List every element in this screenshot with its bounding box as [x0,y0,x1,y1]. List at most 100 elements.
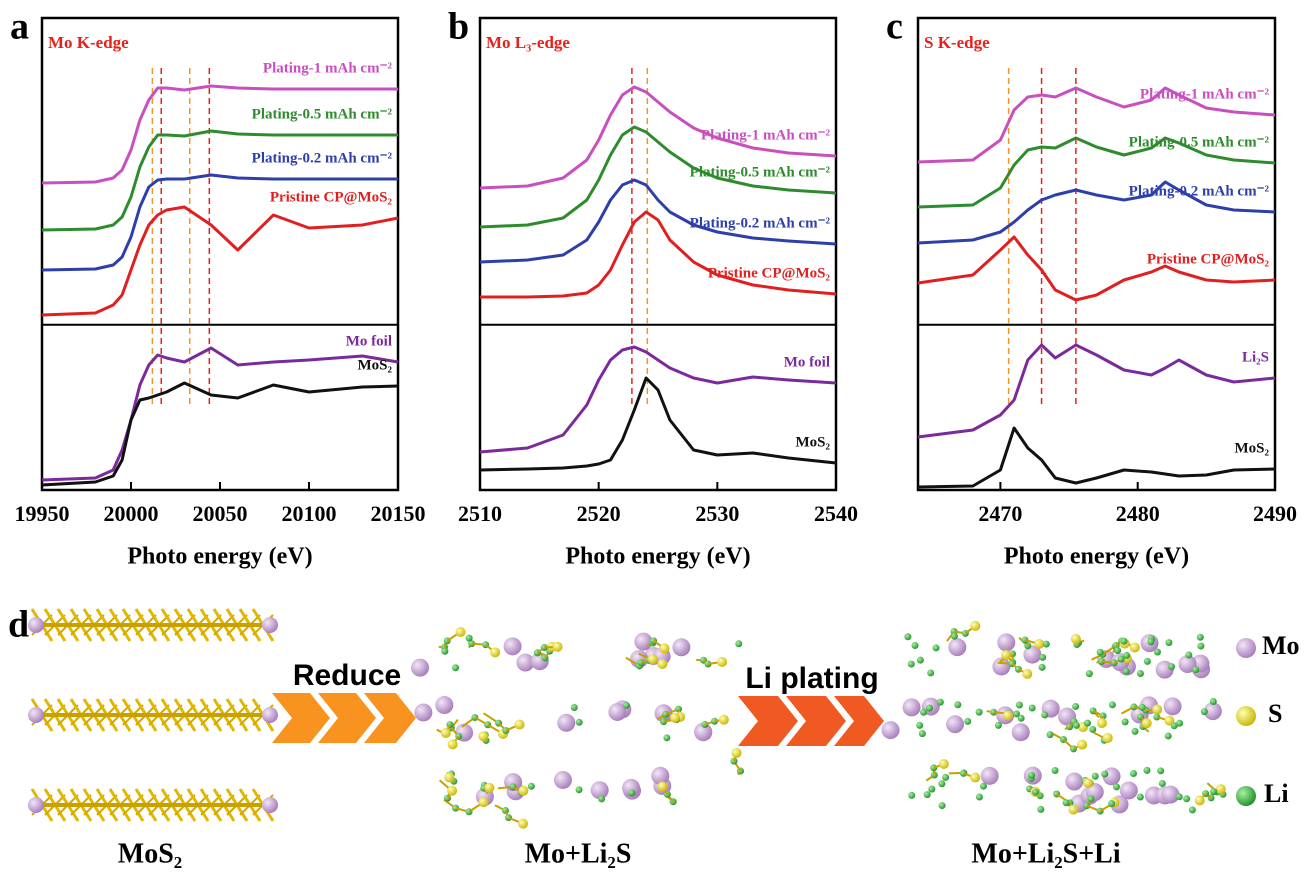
x-axis-label: Photo energy (eV) [565,544,750,570]
atom [1108,701,1116,709]
atom [1011,723,1030,742]
atom [411,658,430,677]
atom [927,669,935,677]
panel-letter: c [886,6,903,48]
panel-title: Mo K-edge [48,33,129,52]
atom [490,647,501,658]
atom [925,704,933,712]
atom [647,654,658,665]
atom [1087,795,1095,803]
series-label: Plating-0.5 mAh cm⁻² [1129,134,1270,150]
atom [1119,781,1138,800]
atom [552,641,563,652]
atom [1091,772,1099,780]
x-axis-label: Photo energy (eV) [1004,544,1189,570]
atom [1203,702,1222,721]
atom [1085,670,1093,678]
atom [1168,663,1176,671]
stage-label: Mo+Li₂S+Li [971,838,1120,869]
atom [1183,795,1191,803]
atom [663,734,671,742]
x-tick-label: 2520 [577,501,621,526]
atom [920,708,928,716]
spectrum-line [41,346,399,482]
panel-title: Mo L₃-edge [486,33,570,52]
atom [440,728,451,739]
atom [1001,649,1012,660]
spectrum-line [480,210,837,299]
atom [1062,799,1070,807]
panel-title: S K-edge [924,33,990,52]
atom [414,703,433,722]
atom [1089,725,1097,733]
atom [718,714,729,725]
series-label: Plating-0.5 mAh cm⁻² [690,164,831,180]
atom [518,818,529,829]
x-tick-label: 2510 [458,501,502,526]
atom [1102,732,1113,743]
atom [628,789,636,797]
atom [916,721,924,729]
atom [1147,638,1155,646]
atom [1051,767,1059,775]
atom [1032,788,1040,796]
step-label: Reduce [293,659,401,692]
atom [1130,770,1138,778]
atom [441,647,449,655]
atom [1015,701,1023,709]
atom [1188,806,1196,814]
atom [672,638,691,657]
atom [1028,704,1036,712]
atom [28,617,44,633]
spectrum-line [917,235,1276,302]
series-label: MoS₂ [358,357,393,373]
atom [979,782,987,790]
atom [1157,767,1165,775]
atom [916,656,924,664]
atom [1096,718,1107,729]
spectrum-line [917,180,1276,245]
atom [622,778,641,797]
x-tick-label: 20000 [104,501,159,526]
atom [1163,697,1182,716]
atom [1028,771,1036,779]
atom [598,795,606,803]
spectrum-line [917,86,1276,164]
atom [622,701,630,709]
atom [907,660,915,668]
atom [634,632,653,651]
atom [1077,739,1088,750]
atom [1070,633,1081,644]
x-tick-label: 19950 [15,501,70,526]
atom [1175,793,1183,801]
atom [923,791,931,799]
plot-frame [478,16,838,492]
atom [1178,655,1197,674]
atom [938,802,946,810]
atom [1161,785,1180,804]
spectrum-line [917,343,1276,439]
atom [1138,703,1146,711]
atom [1153,648,1161,656]
panel: b Mo L₃-edge Photo energy (eV) 2510 2520 2530… [448,6,858,570]
atom [516,653,535,672]
atom [262,617,278,633]
atom [1176,719,1184,727]
diagram: d MoS₂ Mo+Li₂S Mo+Li₂S+Li Reduce Li plat… [8,604,1300,870]
atom [1129,642,1140,653]
atom [1164,715,1175,726]
spectrum-line [917,426,1276,489]
legend-label: S [1268,699,1282,728]
atom [1197,642,1205,650]
spectrum-line [479,345,837,454]
plot-frame [916,16,1277,492]
atom [455,626,466,637]
series-label: Plating-0.5 mAh cm⁻² [252,106,393,122]
atom [902,698,921,717]
atom [1165,639,1173,647]
series-label: Plating-0.2 mAh cm⁻² [252,150,393,166]
atom [1101,770,1109,778]
atom [948,638,967,657]
panel-letter: d [8,604,29,646]
atom [1002,710,1013,721]
